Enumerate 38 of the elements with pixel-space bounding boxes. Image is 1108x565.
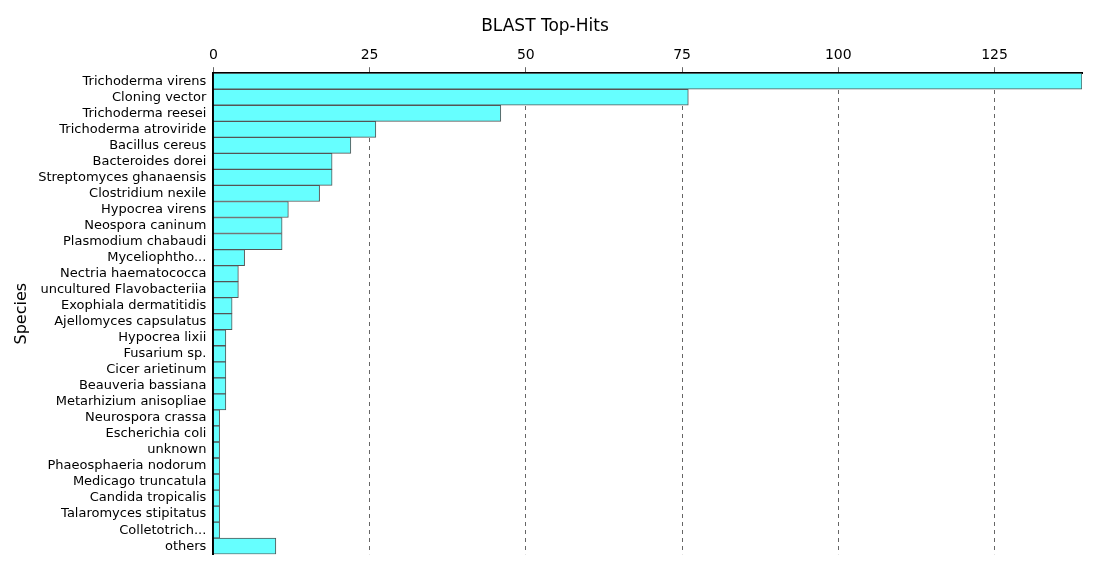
x-tick-label: 50 [516, 46, 535, 63]
y-tick-label: others [164, 537, 207, 553]
y-tick-label: Clostridium nexile [89, 184, 207, 200]
y-tick-label: unknown [147, 441, 207, 457]
y-tick-label: Bacillus cereus [109, 136, 207, 152]
y-tick-label: Escherichia coli [105, 425, 207, 441]
y-tick-label: Exophiala dermatitidis [61, 297, 207, 313]
y-tick-label: Medicago truncatula [72, 473, 207, 489]
y-tick-label: Cloning vector [112, 88, 208, 104]
y-tick-label: Hypocrea lixii [118, 329, 207, 345]
y-tick-label: Myceliophtho... [107, 248, 207, 264]
y-tick-label: Bacteroides dorei [92, 152, 207, 168]
y-tick-label: Streptomyces ghanaensis [38, 168, 207, 184]
y-tick-label: Neurospora crassa [85, 409, 207, 425]
y-tick-label: Ajellomyces capsulatus [54, 313, 207, 329]
y-tick-label: Candida tropicalis [89, 489, 207, 505]
x-tick-label: 100 [824, 46, 852, 63]
y-tick-label: Plasmodium chabaudi [62, 232, 207, 248]
y-axis-title: Species [10, 282, 30, 345]
y-tick-label: Talaromyces stipitatus [60, 505, 207, 521]
x-tick-label: 125 [981, 46, 1008, 63]
y-tick-label: uncultured Flavobacteriia [40, 281, 207, 297]
y-tick-label: Hypocrea virens [101, 200, 207, 216]
chart-title: BLAST Top-Hits [481, 14, 609, 35]
x-tick-label: 75 [673, 46, 691, 63]
y-tick-label: Beauveria bassiana [78, 377, 207, 393]
y-tick-label: Colletotrich... [119, 521, 207, 537]
x-tick-label: 0 [208, 46, 218, 63]
y-tick-label: Fusarium sp. [123, 345, 207, 361]
y-tick-label: Nectria haematococca [60, 264, 207, 280]
y-tick-label: Neospora caninum [84, 216, 207, 232]
y-tick-label: Trichoderma virens [81, 72, 207, 88]
y-tick-label: Trichoderma reesei [81, 104, 207, 120]
y-tick-label: Metarhizium anisopliae [55, 393, 207, 409]
y-tick-label: Cicer arietinum [106, 361, 207, 377]
x-tick-label: 25 [360, 46, 379, 63]
y-tick-label: Phaeosphaeria nodorum [47, 457, 207, 473]
y-tick-label: Trichoderma atroviride [58, 120, 207, 136]
